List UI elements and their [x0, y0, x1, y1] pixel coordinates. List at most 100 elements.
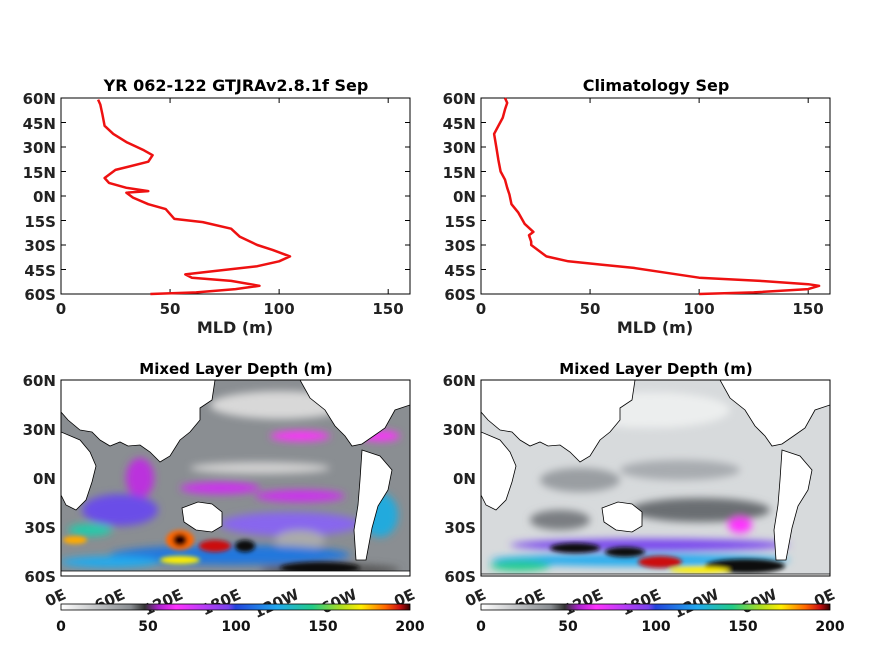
y-tick-label: 30S: [444, 519, 476, 537]
y-tick-label: 30S: [444, 237, 476, 255]
x-tick-label: 50: [580, 300, 601, 318]
map-title: Mixed Layer Depth (m): [559, 360, 752, 378]
y-tick-label: 0N: [453, 470, 476, 488]
colorbar-tick-label: 100: [641, 619, 670, 635]
y-tick-label: 30S: [24, 519, 56, 537]
x-tick-label: 180E: [618, 585, 663, 619]
x-axis-label: MLD (m): [617, 318, 693, 337]
colorbar-tick-label: 150: [728, 619, 757, 635]
mld-blob: [490, 561, 550, 571]
mld-blob: [68, 524, 112, 536]
land-south-america: [353, 449, 393, 561]
land-antarctica: [61, 570, 410, 576]
mld-blob: [530, 510, 590, 530]
y-tick-label: 0N: [453, 188, 476, 206]
x-tick-label: 120W: [671, 585, 722, 622]
land-masses: [481, 380, 830, 576]
map-field: [481, 380, 830, 576]
mld-blob: [670, 567, 730, 573]
x-tick-label: 60W: [738, 585, 780, 617]
y-tick-label: 60S: [444, 286, 476, 304]
y-tick-label: 60S: [24, 286, 56, 304]
tick-marks: [60, 97, 410, 295]
x-tick-label: 150: [792, 300, 823, 318]
y-tick-label: 15N: [443, 164, 476, 182]
colorbar-tick-label: 200: [815, 619, 844, 635]
y-tick-label: 0N: [33, 470, 56, 488]
land-north-america: [719, 380, 830, 447]
y-tick-label: 60N: [443, 372, 476, 390]
colorbar-tick-label: 0: [56, 619, 66, 635]
y-tick-label: 0N: [33, 188, 56, 206]
x-tick-label: 0: [56, 300, 66, 318]
y-tick-label: 45N: [443, 115, 476, 133]
map-field: [61, 380, 410, 576]
y-tick-label: 60N: [23, 372, 56, 390]
land-masses: [61, 380, 410, 576]
mld-blob: [235, 540, 255, 552]
x-tick-label: 100: [683, 300, 714, 318]
land-eurasia: [61, 380, 216, 463]
y-tick-label: 60S: [24, 568, 56, 586]
colorbar-tick-label: 50: [138, 619, 158, 635]
y-tick-label: 60N: [23, 90, 56, 108]
map-title: Mixed Layer Depth (m): [139, 360, 332, 378]
mld-blob: [220, 512, 360, 536]
y-tick-label: 30N: [443, 139, 476, 157]
land-australia: [601, 501, 643, 533]
y-tick-label: 30N: [23, 139, 56, 157]
deep-mld-bands: [550, 543, 785, 573]
x-tick-label: 120E: [560, 585, 605, 619]
colorbar: [60, 603, 411, 611]
plot-frame: [480, 97, 831, 295]
mld-blob: [270, 431, 330, 441]
mld-blob: [550, 543, 600, 553]
x-tick-label: 120W: [251, 585, 302, 622]
map-frame: [480, 379, 831, 577]
y-tick-label: 45S: [444, 262, 476, 280]
y-tick-label: 60S: [444, 568, 476, 586]
colorbar-tick-label: 50: [558, 619, 578, 635]
land-south-america: [773, 449, 813, 561]
x-tick-label: 100: [263, 300, 294, 318]
y-tick-label: 45N: [23, 115, 56, 133]
mld-blob: [173, 534, 187, 546]
mld-blob: [630, 498, 770, 522]
mld-blob: [620, 460, 740, 480]
mld-map-climatology: Mixed Layer Depth (m): [443, 360, 845, 635]
mld-blob: [61, 556, 160, 568]
plot-frame: [60, 97, 411, 295]
mld-blob: [275, 530, 325, 550]
mld-blob: [82, 494, 158, 526]
land-eurasia: [481, 380, 636, 463]
colorbar-tick-label: 150: [308, 619, 337, 635]
mld-blob: [255, 490, 345, 502]
y-tick-label: 30N: [23, 421, 56, 439]
mld-map-model: Mixed Layer Depth (m): [23, 360, 425, 635]
colorbar-tick-label: 100: [221, 619, 250, 635]
y-tick-label: 45S: [24, 262, 56, 280]
y-tick-label: 15S: [24, 213, 56, 231]
x-tick-label: 180E: [198, 585, 243, 619]
mld-blob: [540, 468, 620, 492]
x-tick-label: 120E: [140, 585, 185, 619]
x-tick-label: 150: [372, 300, 403, 318]
mld-blob: [160, 556, 200, 564]
map-frame: [60, 379, 411, 577]
profile-title-climatology: Climatology Sep: [583, 76, 730, 95]
y-tick-label: 15S: [444, 213, 476, 231]
x-tick-label: 0: [476, 300, 486, 318]
mld-blob: [190, 462, 330, 474]
y-tick-label: 30S: [24, 237, 56, 255]
y-tick-label: 30N: [443, 421, 476, 439]
mld-blob: [605, 547, 645, 557]
colorbar: [480, 603, 831, 611]
y-tick-label: 60N: [443, 90, 476, 108]
mld-blob: [638, 556, 682, 568]
y-tick-label: 15N: [23, 164, 56, 182]
land-africa: [61, 431, 97, 511]
mld-blob: [126, 458, 154, 498]
mld-blob: [63, 536, 87, 544]
x-tick-label: 50: [160, 300, 181, 318]
